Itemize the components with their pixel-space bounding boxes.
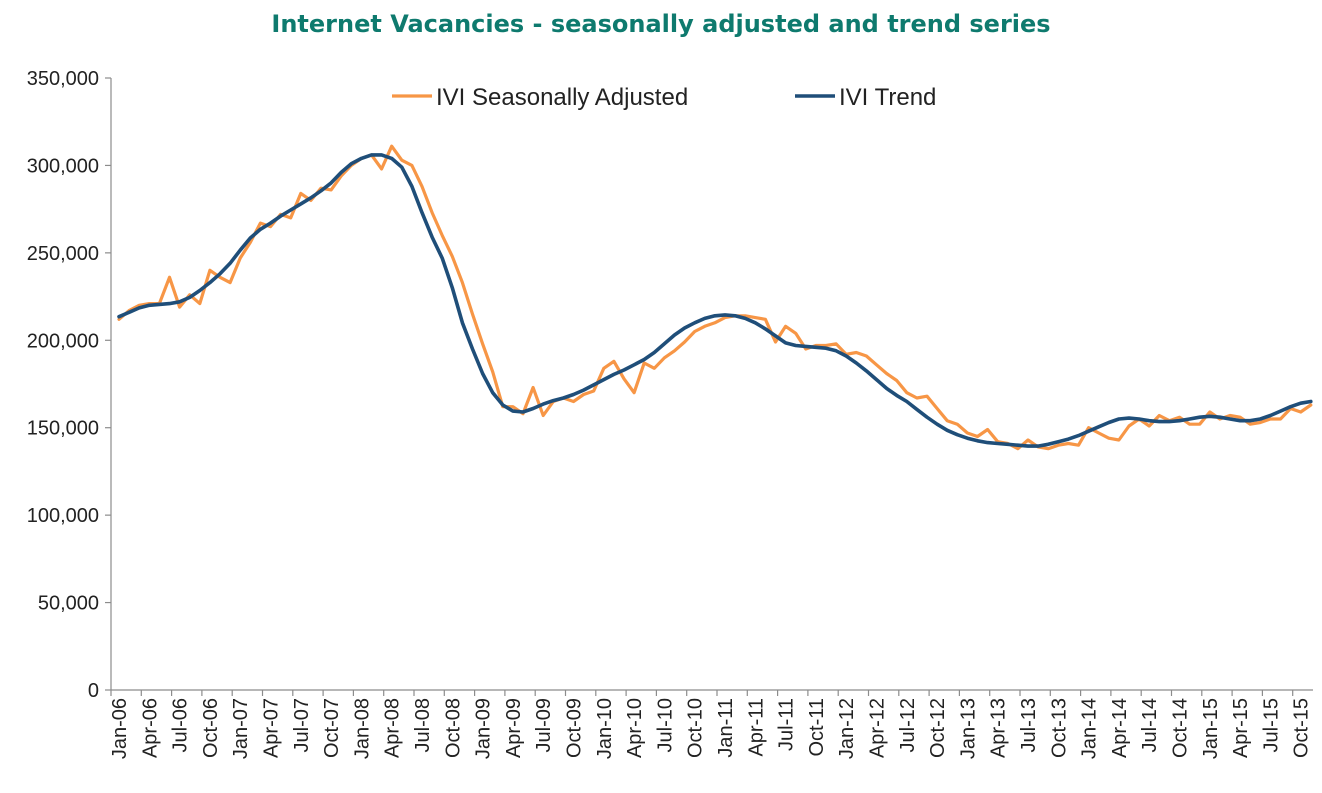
- y-tick-label: 0: [88, 680, 99, 702]
- x-tick-label: Jul-10: [654, 698, 676, 752]
- x-tick-label: Oct-09: [564, 698, 586, 758]
- x-tick-label: Jan-13: [957, 698, 979, 759]
- x-tick-label: Jul-15: [1260, 698, 1282, 752]
- x-tick-label: Jul-08: [412, 698, 434, 752]
- legend-label: IVI Seasonally Adjusted: [436, 84, 688, 111]
- x-tick-label: Oct-12: [927, 698, 949, 758]
- y-tick-label: 100,000: [27, 505, 99, 527]
- x-tick-label: Jan-14: [1079, 698, 1101, 759]
- x-tick-label: Jan-15: [1200, 698, 1222, 759]
- x-tick-label: Oct-08: [442, 698, 464, 758]
- x-tick-label: Jul-07: [291, 698, 313, 752]
- x-tick-label: Oct-15: [1291, 698, 1313, 758]
- legend: IVI Seasonally Adjusted IVI Trend: [392, 84, 936, 111]
- x-tick-label: Apr-06: [139, 698, 161, 758]
- x-tick-label: Jan-09: [473, 698, 495, 759]
- x-tick-label: Jan-08: [351, 698, 373, 759]
- series-line-trend: [117, 153, 1313, 448]
- x-tick-label: Jan-11: [715, 698, 737, 758]
- chart-title: Internet Vacancies - seasonally adjusted…: [271, 10, 1051, 38]
- x-tick-label: Jan-06: [109, 698, 131, 759]
- y-tick-label: 250,000: [27, 243, 99, 265]
- x-tick-label: Jul-14: [1139, 698, 1161, 752]
- x-tick-label: Apr-12: [867, 698, 889, 758]
- x-tick-label: Jan-10: [594, 698, 616, 759]
- x-tick-label: Jan-12: [836, 698, 858, 759]
- series-layer: [117, 144, 1313, 451]
- x-tick-label: Oct-10: [685, 698, 707, 758]
- axes: 0 50,000 100,000 150,000 200,000 250,000 300,0…: [27, 68, 1313, 759]
- legend-label: IVI Trend: [839, 84, 936, 111]
- x-tick-label: Jul-09: [533, 698, 555, 752]
- x-tick-label: Apr-14: [1109, 698, 1131, 758]
- x-tick-label: Jul-06: [170, 698, 192, 752]
- x-tick-label: Oct-07: [321, 698, 343, 758]
- x-tick-label: Jul-13: [1018, 698, 1040, 752]
- x-tick-label: Oct-11: [806, 698, 828, 757]
- x-tick-label: Oct-13: [1048, 698, 1070, 758]
- y-tick-label: 50,000: [38, 593, 99, 615]
- x-tick-label: Jul-12: [897, 698, 919, 752]
- x-tick-label: Apr-11: [745, 698, 767, 757]
- x-tick-label: Apr-09: [503, 698, 525, 758]
- x-tick-label: Jul-11: [776, 698, 798, 751]
- x-tick-label: Oct-06: [200, 698, 222, 758]
- y-tick-label: 300,000: [27, 155, 99, 177]
- x-tick-label: Apr-07: [261, 698, 283, 758]
- x-tick-label: Apr-15: [1230, 698, 1252, 758]
- x-tick-label: Oct-14: [1170, 698, 1192, 758]
- y-tick-label: 150,000: [27, 418, 99, 440]
- series-line-seasonally-adjusted: [117, 144, 1313, 451]
- x-tick-label: Jan-07: [230, 698, 252, 759]
- y-tick-label: 350,000: [27, 68, 99, 90]
- x-tick-label: Apr-13: [988, 698, 1010, 758]
- x-tick-label: Apr-08: [382, 698, 404, 758]
- x-tick-label: Apr-10: [624, 698, 646, 758]
- y-tick-label: 200,000: [27, 330, 99, 352]
